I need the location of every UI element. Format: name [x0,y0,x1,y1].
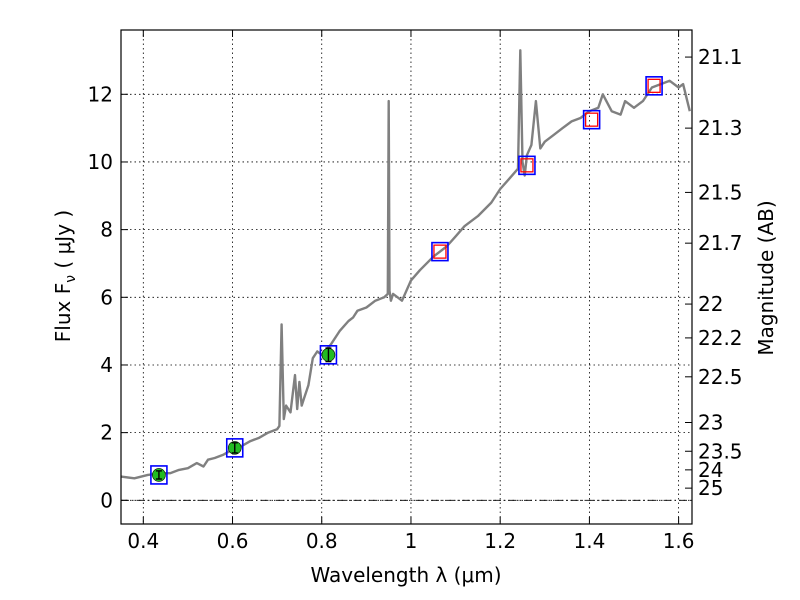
photometry-point [582,109,601,130]
model-flux-marker [647,78,661,93]
x-axis-label: Wavelength λ (μm) [310,563,501,587]
y-axis-label-unit: ( μJy ) [51,210,75,275]
y-tick-label: 6 [100,285,113,309]
y-axis-label-subscript: ν [63,275,79,283]
y2-tick-label: 22.2 [698,326,743,350]
y2-tick-label: 21.7 [698,231,743,255]
photometry-box [225,438,244,458]
y2-tick-label: 24 [698,458,723,482]
y-tick-label: 2 [100,421,113,445]
x-tick-label: 1.6 [663,529,695,553]
photometry-box [518,155,536,176]
x-tick-label: 1.4 [573,529,605,553]
y2-tick-label: 23.5 [698,439,743,463]
photometry-box [319,345,338,365]
model-flux-marker [520,158,534,173]
grid [121,30,692,524]
photometry-box [645,76,663,96]
y-tick-label: 12 [88,82,113,106]
photometry-point [518,155,536,176]
plot-frame [120,29,693,525]
y-tick-label: 10 [88,150,113,174]
y2-tick-label: 22.5 [698,365,743,389]
model-flux-marker [433,244,447,259]
y-axis-label: Flux Fν ( μJy ) [51,210,79,342]
spectrum-line [120,49,691,480]
x-tick-label: 0.8 [306,529,338,553]
photometry-point [431,241,449,262]
photometry-point [319,345,338,365]
y2-tick-label: 21.3 [698,116,743,140]
x-tick-label: 1.2 [484,529,516,553]
y2-tick-label: 21.1 [698,45,743,69]
y2-tick-label: 23 [698,410,723,434]
spectrum-series [120,49,691,480]
x-tick-label: 1 [405,529,418,553]
y2-tick-label: 25 [698,476,723,500]
photometry-box [582,109,601,130]
y-tick-label: 4 [100,353,113,377]
photometry-points [150,76,663,485]
photometry-box [431,241,449,262]
photometry-point [225,438,244,458]
x-tick-label: 0.4 [127,529,159,553]
y2-tick-label: 22 [698,292,723,316]
y-tick-label: 8 [100,218,113,242]
y2-tick-label: 21.5 [698,180,743,204]
axis-ticks: 0.4 0.6 0.8 1 1.2 1.4 1.602468101221.121.321.5… [88,30,743,553]
photometry-point [645,76,663,96]
model-flux-marker [584,112,599,127]
photometry-box [150,465,168,485]
x-tick-label: 0.6 [217,529,249,553]
y2-axis-label: Magnitude (AB) [754,200,778,355]
photometry-point [150,465,168,485]
y-tick-label: 0 [100,488,113,512]
